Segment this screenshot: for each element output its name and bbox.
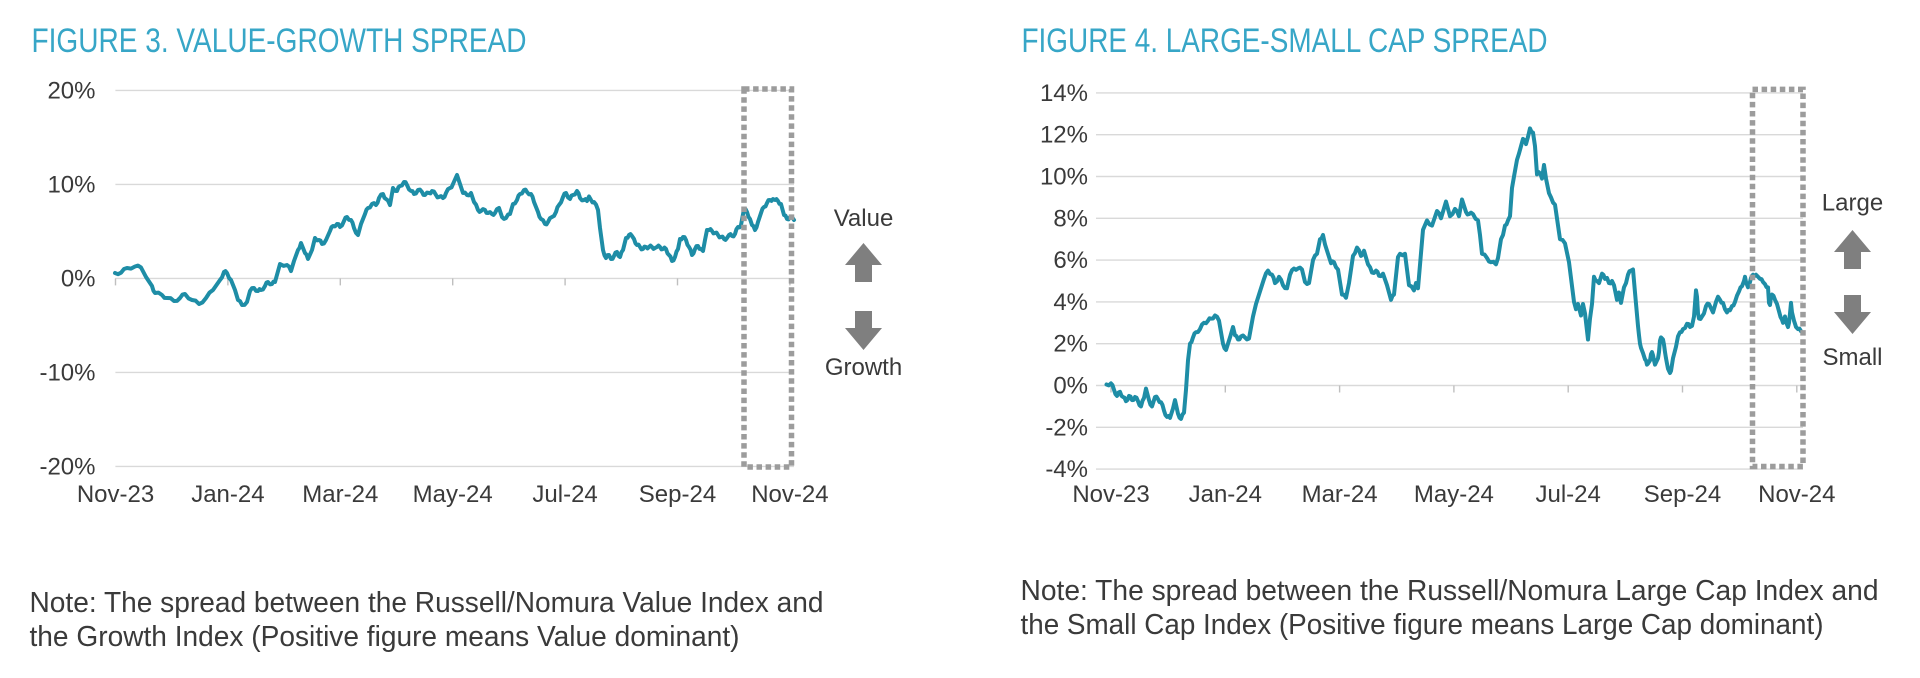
svg-text:Nov-24: Nov-24 — [1758, 481, 1835, 508]
svg-text:May-24: May-24 — [1414, 481, 1494, 508]
svg-text:6%: 6% — [1053, 247, 1088, 274]
svg-text:Sep-24: Sep-24 — [1644, 481, 1721, 508]
svg-text:Mar-24: Mar-24 — [1302, 481, 1378, 508]
svg-text:FIGURE 3. VALUE-GROWTH SPREAD: FIGURE 3. VALUE-GROWTH SPREAD — [32, 22, 527, 60]
svg-text:Nov-24: Nov-24 — [751, 481, 828, 508]
svg-text:14%: 14% — [1040, 80, 1088, 107]
svg-text:4%: 4% — [1053, 289, 1088, 316]
svg-text:Nov-23: Nov-23 — [77, 481, 154, 508]
svg-text:10%: 10% — [47, 171, 95, 198]
svg-text:Large: Large — [1822, 190, 1883, 217]
svg-text:Jul-24: Jul-24 — [1536, 481, 1601, 508]
svg-text:the Small Cap Index (Positive: the Small Cap Index (Positive figure mea… — [1021, 609, 1824, 641]
svg-text:-2%: -2% — [1045, 414, 1088, 441]
svg-text:8%: 8% — [1053, 205, 1088, 232]
svg-text:-4%: -4% — [1045, 456, 1088, 483]
svg-text:Sep-24: Sep-24 — [639, 481, 716, 508]
svg-text:Jan-24: Jan-24 — [1189, 481, 1262, 508]
svg-text:2%: 2% — [1053, 331, 1088, 358]
svg-text:0%: 0% — [61, 265, 96, 292]
svg-text:Growth: Growth — [825, 354, 902, 381]
svg-text:Jan-24: Jan-24 — [191, 481, 264, 508]
svg-text:0%: 0% — [1053, 373, 1088, 400]
svg-text:Value: Value — [834, 205, 894, 232]
svg-text:Nov-23: Nov-23 — [1072, 481, 1149, 508]
svg-text:-10%: -10% — [39, 359, 95, 386]
svg-text:May-24: May-24 — [413, 481, 493, 508]
svg-text:Small: Small — [1822, 344, 1882, 371]
svg-text:12%: 12% — [1040, 122, 1088, 149]
svg-text:the Growth Index (Positive fig: the Growth Index (Positive figure means … — [30, 621, 740, 653]
svg-text:Note: The spread between the R: Note: The spread between the Russell/Nom… — [30, 587, 824, 619]
svg-text:Mar-24: Mar-24 — [302, 481, 378, 508]
svg-text:-20%: -20% — [39, 453, 95, 480]
svg-text:Note: The spread between the R: Note: The spread between the Russell/Nom… — [1021, 575, 1879, 607]
svg-text:20%: 20% — [47, 77, 95, 104]
svg-text:10%: 10% — [1040, 164, 1088, 191]
svg-text:FIGURE 4. LARGE-SMALL CAP SPRE: FIGURE 4. LARGE-SMALL CAP SPREAD — [1022, 22, 1548, 60]
svg-text:Jul-24: Jul-24 — [532, 481, 597, 508]
